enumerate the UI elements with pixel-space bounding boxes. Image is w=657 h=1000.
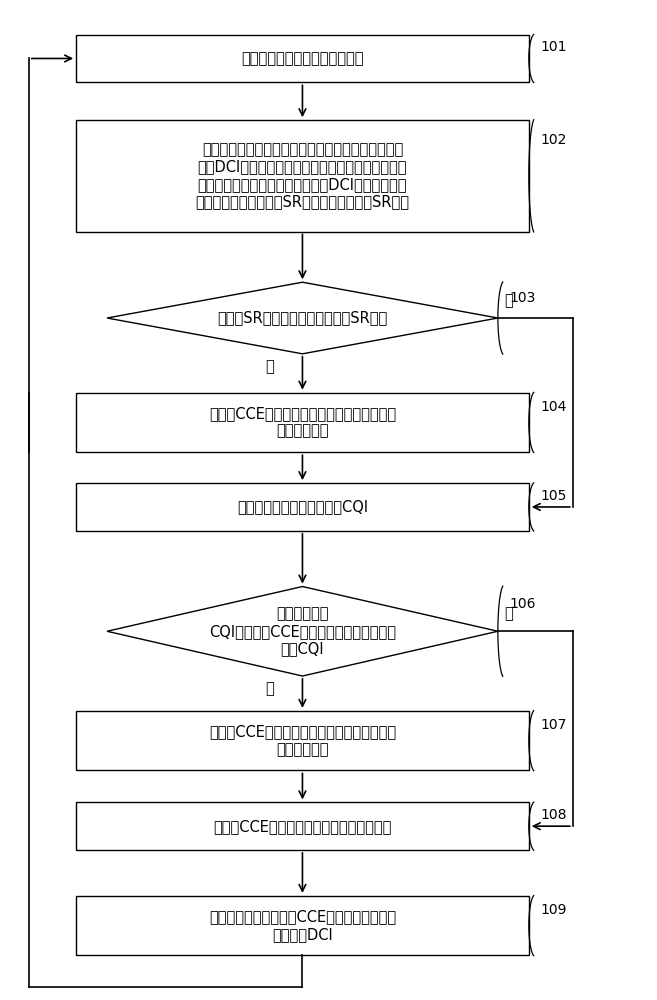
Polygon shape: [107, 587, 498, 676]
Text: 101: 101: [541, 40, 567, 54]
Text: 107: 107: [541, 718, 567, 732]
Text: 109: 109: [541, 903, 567, 917]
Text: 是: 是: [505, 606, 513, 621]
FancyBboxPatch shape: [76, 120, 529, 232]
Text: 基站获取第一信道质量指示CQI: 基站获取第一信道质量指示CQI: [237, 499, 368, 514]
FancyBboxPatch shape: [76, 711, 529, 770]
FancyBboxPatch shape: [76, 393, 529, 452]
Text: 是: 是: [265, 359, 274, 374]
Text: 基站在下一周期内根据CCE的目标聚集级别向
群组下发DCI: 基站在下一周期内根据CCE的目标聚集级别向 群组下发DCI: [209, 909, 396, 942]
FancyBboxPatch shape: [76, 35, 529, 82]
Text: 否: 否: [265, 681, 274, 696]
Text: 106: 106: [510, 597, 536, 611]
Text: 103: 103: [510, 291, 536, 305]
Text: 基站将CCE的当前聚集级别作为目标聚级别: 基站将CCE的当前聚集级别作为目标聚级别: [214, 819, 392, 834]
Polygon shape: [107, 282, 498, 354]
Text: 否: 否: [505, 293, 513, 308]
FancyBboxPatch shape: [76, 896, 529, 955]
Text: 104: 104: [541, 400, 567, 414]
Text: 基站将当前周期内统计得到的向群组下发的下行控制
信息DCI的第一次数发送给群组，以使群组中的监听
终端在当前周期内统计接收到所述DCI的第二次数小
于第一次数时: 基站将当前周期内统计得到的向群组下发的下行控制 信息DCI的第一次数发送给群组，…: [195, 142, 409, 209]
Text: 基站将CCE的聚集级别从当前聚集级别调整为
目标聚集级别: 基站将CCE的聚集级别从当前聚集级别调整为 目标聚集级别: [209, 406, 396, 439]
Text: 基站周期性向群组下发群组信令: 基站周期性向群组下发群组信令: [241, 51, 364, 66]
Text: 108: 108: [541, 808, 567, 822]
Text: 基站判断第一
CQI是否低于CCE的当前聚集级别所要求的
第二CQI: 基站判断第一 CQI是否低于CCE的当前聚集级别所要求的 第二CQI: [209, 606, 396, 656]
Text: 105: 105: [541, 489, 567, 503]
Text: 基站将CCE的聚集级别从当前聚集级别下调到
目标聚集级别: 基站将CCE的聚集级别从当前聚集级别下调到 目标聚集级别: [209, 724, 396, 757]
Text: 基站在SR资源上检测是否接收到SR信号: 基站在SR资源上检测是否接收到SR信号: [217, 311, 388, 326]
FancyBboxPatch shape: [76, 483, 529, 531]
FancyBboxPatch shape: [76, 802, 529, 850]
Text: 102: 102: [541, 133, 567, 147]
